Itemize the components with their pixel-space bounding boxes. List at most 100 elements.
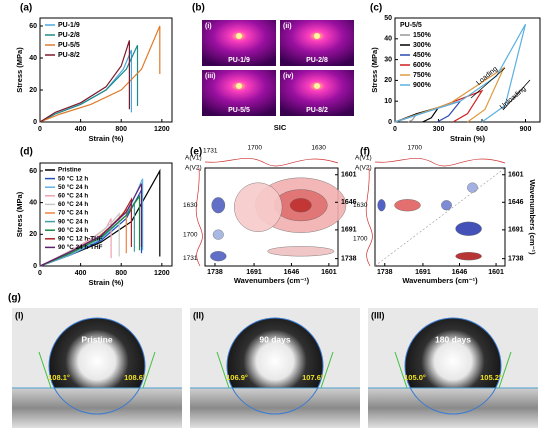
annotation: 1700 [353,235,368,242]
x-axis-label: Strain (%) [88,278,124,287]
contact-angle-image: (I) Pristine 108.1° 108.6° [12,308,182,428]
series-line [39,183,143,267]
y-tick-label: 60 [29,23,37,30]
y-tick-label: 1646 [508,199,524,206]
annotation: A(V2) [355,165,372,172]
tangent [320,351,334,389]
sic-image [202,20,276,66]
top-spectrum [204,157,339,167]
tangent [38,351,52,389]
contour-region [394,199,421,212]
sic-spot [314,83,320,89]
series-line [39,25,161,123]
x-axis-label: Wavenumbers (cm⁻¹) [234,276,310,285]
legend-label: 600% [413,62,432,69]
annotation: 1731 [183,255,198,262]
image-title: Pristine [81,334,112,344]
contour-region [455,252,482,261]
contact-angle-image: (III) 180 days 105.0° 105.2° [368,308,538,428]
x-tick-label: 1691 [415,269,431,276]
left-spectrum [365,167,373,267]
panel-label: (e) [190,147,202,158]
x-tick-label: 1200 [154,270,170,277]
substrate [368,388,538,428]
legend-label: 900% [413,82,432,89]
y-tick-label: 0 [33,119,37,126]
sic-image [280,70,354,116]
y-axis-label: Stress (MPa) [15,47,24,93]
series-line [39,44,139,123]
legend-label: Pristine [58,167,82,174]
angle-left: 105.0° [404,373,426,382]
contour-region [455,221,482,236]
y-tick-label: 20 [29,87,37,94]
image-title: 90 days [259,334,290,344]
sic-spot [314,33,320,39]
y-tick-label: 1601 [341,172,357,179]
plot-frame [39,17,173,123]
y-tick-label: 40 [29,55,37,62]
arrow [502,79,531,111]
arrow [470,67,506,99]
caption: SIC [274,123,287,132]
image-tag: (i) [205,23,212,30]
y-tick-label: 1738 [508,255,524,262]
panel-label: (f) [360,147,370,158]
y-tick-label: 1646 [341,199,357,206]
x-tick-label: 1601 [321,269,337,276]
y-tick-label: 0 [388,119,392,126]
image-name: PU-5/5 [228,107,250,114]
contour-region [467,182,478,193]
sic-image [202,70,276,116]
contour-region [267,246,335,257]
x-tick-label: 1738 [377,269,393,276]
legend-label: 150% [413,32,432,39]
image-name: PU-1/9 [228,57,250,64]
x-tick-label: 1738 [207,269,223,276]
x-tick-label: 1646 [284,269,300,276]
y-tick-label: 30 [384,56,392,63]
y-tick-label: 50 [384,15,392,22]
image-name: PU-8/2 [306,107,328,114]
tangent [142,351,156,389]
x-axis-label: Strain (%) [450,134,486,143]
angle-right: 107.6° [302,373,324,382]
panel-label: (g) [8,293,21,304]
legend-title: PU-5/5 [400,22,422,29]
legend-label: 50 °C 12 h [58,174,88,182]
legend-label: PU-2/8 [58,32,80,39]
legend-label: 50 °C 24 h [58,183,88,191]
left-spectrum [195,167,203,267]
annotation: 1700 [183,231,198,238]
legend-label: PU-1/9 [58,22,80,29]
y-tick-label: 1738 [341,255,357,262]
image-name: PU-2/8 [306,57,328,64]
x-tick-label: 600 [476,126,488,133]
x-tick-label: 1691 [246,269,262,276]
y-tick-label: 60 [29,168,37,175]
diagonal [374,167,506,267]
annotation: 1700 [248,145,263,152]
sic-spot [236,33,242,39]
annotation: 1630 [183,202,198,209]
fit-circle [226,317,324,415]
angle-right: 108.6° [124,373,146,382]
contour-region [289,198,312,213]
tangent [498,351,512,389]
x-tick-label: 400 [75,126,87,133]
x-tick-label: 1200 [154,126,170,133]
annotation: A(V2) [185,165,202,172]
fit-circle [48,317,146,415]
series-line [394,66,506,123]
y-tick-label: 0 [33,263,37,270]
x-tick-label: 1646 [452,269,468,276]
contour-region [377,199,386,212]
image-tag: (I) [15,310,24,320]
top-spectrum [374,157,506,167]
contour-region [441,200,452,211]
series-line [39,40,130,123]
y-axis-label: Stress (MPa) [370,47,379,93]
substrate [190,388,360,428]
x-tick-label: 900 [520,126,532,133]
